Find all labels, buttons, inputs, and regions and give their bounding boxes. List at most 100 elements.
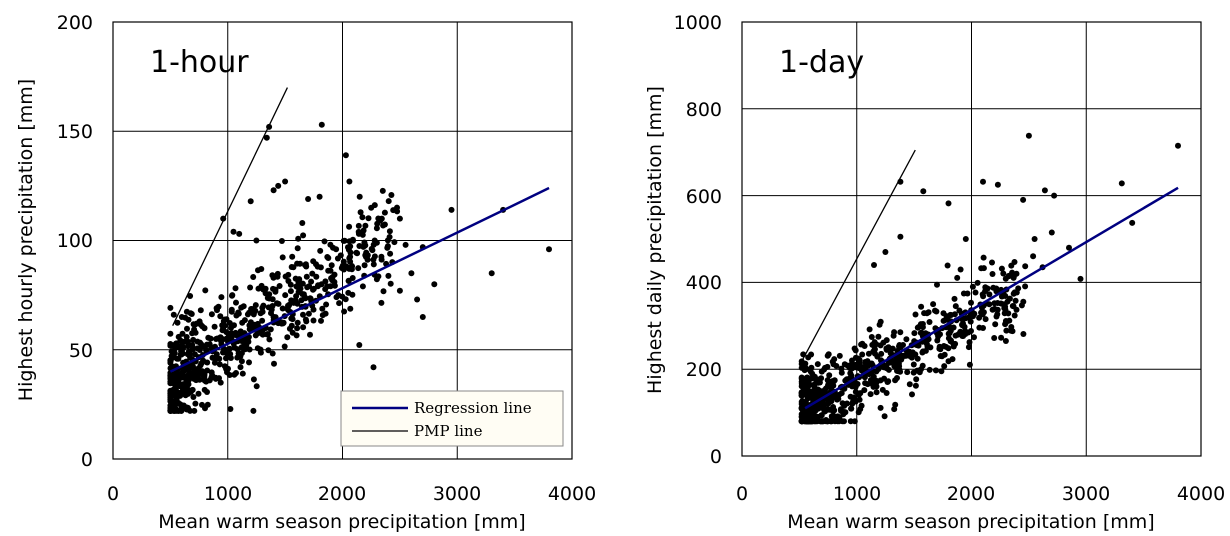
data-point: [989, 271, 996, 277]
data-point: [962, 236, 969, 242]
data-point: [930, 301, 937, 308]
data-point: [238, 358, 245, 365]
data-point: [805, 354, 812, 361]
data-point: [340, 266, 347, 273]
data-point: [402, 241, 409, 248]
data-point: [388, 192, 395, 198]
data-point: [183, 334, 190, 340]
data-point: [849, 400, 856, 407]
data-point: [250, 407, 257, 414]
data-point: [170, 311, 177, 318]
data-point: [263, 134, 270, 141]
data-point: [873, 383, 880, 390]
data-point: [345, 289, 352, 296]
data-point: [228, 324, 234, 331]
data-point: [1175, 142, 1181, 149]
data-point: [364, 256, 371, 263]
data-point: [920, 188, 927, 195]
data-point: [912, 311, 919, 318]
data-point: [882, 249, 889, 255]
data-point: [878, 350, 885, 357]
data-point: [368, 245, 375, 252]
data-point: [1011, 289, 1018, 296]
x-tick-label: 2000: [947, 483, 995, 505]
data-point: [896, 363, 903, 370]
data-point: [957, 266, 964, 273]
x-tick-label: 1000: [204, 483, 252, 505]
data-point: [387, 280, 394, 287]
data-point: [336, 300, 343, 307]
data-point: [1010, 273, 1017, 280]
data-point: [1077, 275, 1084, 282]
data-point: [891, 329, 898, 336]
data-point: [189, 330, 196, 337]
data-point: [824, 377, 831, 384]
data-point: [287, 288, 294, 295]
data-point: [934, 281, 940, 288]
x-tick-label: 0: [736, 483, 748, 505]
data-point: [1018, 302, 1025, 309]
data-point: [847, 418, 854, 425]
data-point: [379, 187, 386, 194]
pmp-line: [801, 149, 916, 362]
data-point: [200, 357, 207, 364]
y-tick-label: 0: [81, 449, 93, 471]
data-point: [917, 329, 924, 336]
data-point: [920, 348, 927, 355]
data-point: [342, 152, 349, 159]
data-point: [223, 366, 230, 372]
data-point: [285, 307, 292, 314]
data-point: [448, 206, 455, 213]
data-point: [951, 295, 958, 302]
data-point: [259, 317, 266, 324]
data-point: [290, 264, 297, 271]
data-point: [360, 227, 367, 234]
data-point: [223, 355, 229, 362]
data-point: [879, 386, 886, 393]
data-point: [171, 407, 178, 414]
y-tick-label: 200: [57, 12, 93, 34]
data-point: [224, 346, 231, 353]
data-point: [391, 239, 398, 246]
data-point: [892, 377, 899, 384]
data-point: [903, 336, 910, 343]
data-point: [189, 386, 196, 393]
data-point: [875, 333, 882, 340]
data-point: [209, 354, 216, 361]
data-point: [965, 344, 972, 351]
data-point: [912, 351, 919, 358]
data-point: [968, 299, 974, 306]
data-point: [355, 265, 362, 272]
y-tick-label: 150: [57, 121, 93, 143]
data-point: [239, 370, 246, 377]
data-point: [246, 322, 253, 329]
data-point: [274, 300, 280, 307]
data-point: [250, 274, 257, 280]
y-axis-title: Highest daily precipitation [mm]: [644, 86, 666, 394]
data-point: [546, 246, 552, 253]
data-point: [836, 352, 843, 359]
data-point: [317, 264, 324, 271]
data-point: [868, 334, 875, 340]
data-point: [873, 389, 880, 396]
data-point: [824, 406, 831, 413]
data-point: [172, 377, 179, 384]
data-point: [900, 342, 906, 348]
data-point: [385, 198, 392, 205]
data-point: [194, 345, 201, 352]
data-point: [216, 361, 223, 368]
data-point: [851, 395, 858, 402]
data-point: [294, 325, 301, 332]
data-point: [204, 401, 211, 408]
data-point: [385, 272, 392, 279]
x-tick-label: 3000: [1062, 483, 1110, 505]
legend-label-regression: Regression line: [414, 399, 532, 417]
data-point: [934, 337, 941, 344]
panel-label: 1-day: [779, 45, 864, 80]
data-point: [187, 310, 194, 317]
data-point: [176, 373, 183, 380]
x-tick-label: 2000: [318, 483, 366, 505]
data-point: [250, 376, 257, 383]
data-point: [1031, 236, 1038, 242]
data-point: [314, 283, 321, 290]
